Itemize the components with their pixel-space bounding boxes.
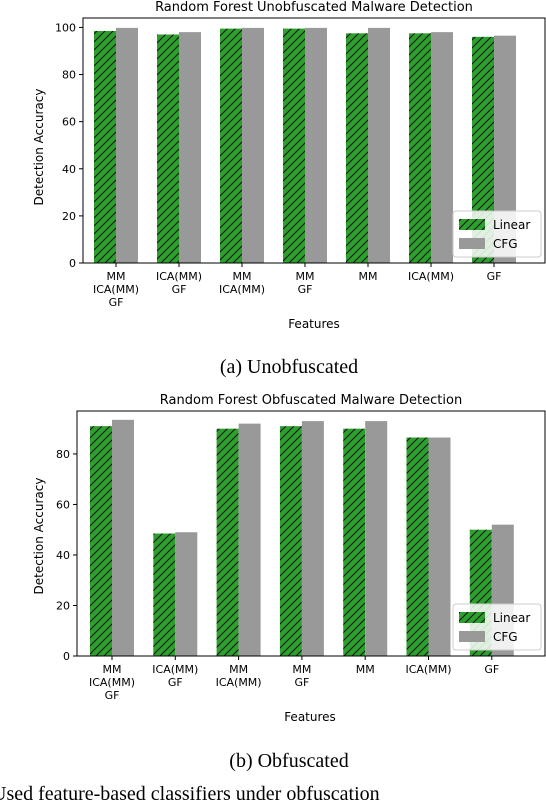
x-tick-label-line: ICA(MM) <box>219 283 265 296</box>
x-tick-label-line: MM <box>356 663 375 676</box>
bar-cfg <box>305 27 327 264</box>
chart-obfuscated: Random Forest Obfuscated Malware Detecti… <box>32 393 546 772</box>
legend-swatch-linear <box>459 612 485 623</box>
x-tick-label-line: GF <box>168 676 183 689</box>
x-tick-label: GF <box>487 270 502 283</box>
x-axis-label: Features <box>288 317 340 331</box>
footnote: 4. Used feature-based classifiers under … <box>0 783 380 800</box>
bar-linear <box>94 30 116 264</box>
x-tick-label-line: ICA(MM) <box>405 663 451 676</box>
x-tick-label: MM ICA(MM) <box>219 270 265 296</box>
y-tick-label: 20 <box>62 210 76 223</box>
bar-linear <box>220 28 242 263</box>
x-tick-label-line: ICA(MM) <box>216 676 262 689</box>
chart-unobfuscated: Random Forest Unobfuscated Malware Detec… <box>32 0 546 378</box>
x-tick-label-line: MM <box>292 663 311 676</box>
legend-swatch-cfg <box>459 631 485 642</box>
x-tick-label-line: GF <box>298 283 313 296</box>
legend-label-cfg: CFG <box>493 237 518 251</box>
x-tick-label-line: MM <box>233 270 252 283</box>
legend-label-linear: Linear <box>493 218 530 232</box>
y-tick-label: 80 <box>62 69 76 82</box>
x-tick-label-line: MM <box>229 663 248 676</box>
bar-linear <box>283 28 305 263</box>
y-tick-label: 60 <box>62 116 76 129</box>
x-tick-label: MM ICA(MM) <box>216 663 262 689</box>
x-tick-label: MM ICA(MM) GF <box>89 663 135 702</box>
x-tick-label-line: ICA(MM) <box>408 270 454 283</box>
x-tick-label: MM <box>356 663 375 676</box>
x-tick-label-line: MM <box>103 663 122 676</box>
bar-cfg <box>116 27 138 264</box>
bar-linear <box>472 36 494 263</box>
y-axis-label: Detection Accuracy <box>32 89 46 206</box>
x-tick-label-line: GF <box>487 270 502 283</box>
axes-frame <box>76 410 546 657</box>
x-tick-label-line: ICA(MM) <box>93 283 139 296</box>
x-tick-label: MM GF <box>292 663 311 689</box>
y-tick-label: 20 <box>56 599 70 612</box>
bar-linear <box>409 33 431 263</box>
legend-swatch-linear <box>459 219 485 230</box>
y-tick-label: 40 <box>62 163 76 176</box>
y-axis-label: Detection Accuracy <box>32 478 46 595</box>
bar-linear <box>343 428 366 656</box>
bar-cfg <box>112 419 134 656</box>
chart-title: Random Forest Obfuscated Malware Detecti… <box>160 393 462 408</box>
legend-swatch-cfg <box>459 238 485 249</box>
x-tick-label: GF <box>484 663 499 676</box>
y-tick-label: 0 <box>69 257 76 270</box>
bar-cfg <box>431 32 453 264</box>
bar-linear <box>90 426 112 656</box>
bar-linear <box>153 533 176 656</box>
x-tick-label: MM GF <box>296 270 315 296</box>
bar-linear <box>157 34 179 263</box>
x-tick-label: ICA(MM) <box>408 270 454 283</box>
y-tick-label: 80 <box>56 448 70 461</box>
caption: (b) Obfuscated <box>229 750 348 772</box>
x-tick-label-line: GF <box>484 663 499 676</box>
x-tick-label-line: ICA(MM) <box>156 270 202 283</box>
bar-cfg <box>242 27 264 264</box>
bar-cfg <box>179 32 201 264</box>
x-tick-label-line: ICA(MM) <box>89 676 135 689</box>
x-tick-label: ICA(MM) GF <box>156 270 202 296</box>
bar-cfg <box>494 35 516 263</box>
x-tick-label-line: GF <box>172 283 187 296</box>
y-tick-label: 0 <box>63 650 70 663</box>
legend-label-cfg: CFG <box>493 630 518 644</box>
bar-cfg <box>428 437 451 656</box>
caption: (a) Unobfuscated <box>220 356 358 378</box>
x-tick-label: MM <box>359 270 378 283</box>
x-tick-label-line: GF <box>105 689 120 702</box>
x-tick-label: ICA(MM) GF <box>152 663 198 689</box>
y-tick-label: 40 <box>56 549 70 562</box>
x-axis-label: Features <box>284 710 336 724</box>
bar-cfg <box>238 423 261 656</box>
bar-cfg <box>368 27 390 264</box>
x-tick-label-line: MM <box>359 270 378 283</box>
bar-cfg <box>365 421 388 656</box>
y-tick-label: 60 <box>56 498 70 511</box>
bar-linear <box>216 428 239 656</box>
bar-linear <box>406 437 429 656</box>
y-tick-label: 100 <box>55 21 76 34</box>
bar-cfg <box>175 532 198 656</box>
x-tick-label-line: ICA(MM) <box>152 663 198 676</box>
bar-linear <box>279 426 302 656</box>
legend-label-linear: Linear <box>493 611 530 625</box>
x-tick-label-line: MM <box>296 270 315 283</box>
x-tick-label: ICA(MM) <box>405 663 451 676</box>
x-tick-label-line: GF <box>294 676 309 689</box>
x-tick-label-line: MM <box>107 270 126 283</box>
bar-cfg <box>301 421 324 656</box>
x-tick-label-line: GF <box>109 296 124 309</box>
x-tick-label: MM ICA(MM) GF <box>93 270 139 309</box>
bar-linear <box>346 33 368 263</box>
chart-title: Random Forest Unobfuscated Malware Detec… <box>155 0 473 15</box>
axes-frame <box>82 17 546 264</box>
